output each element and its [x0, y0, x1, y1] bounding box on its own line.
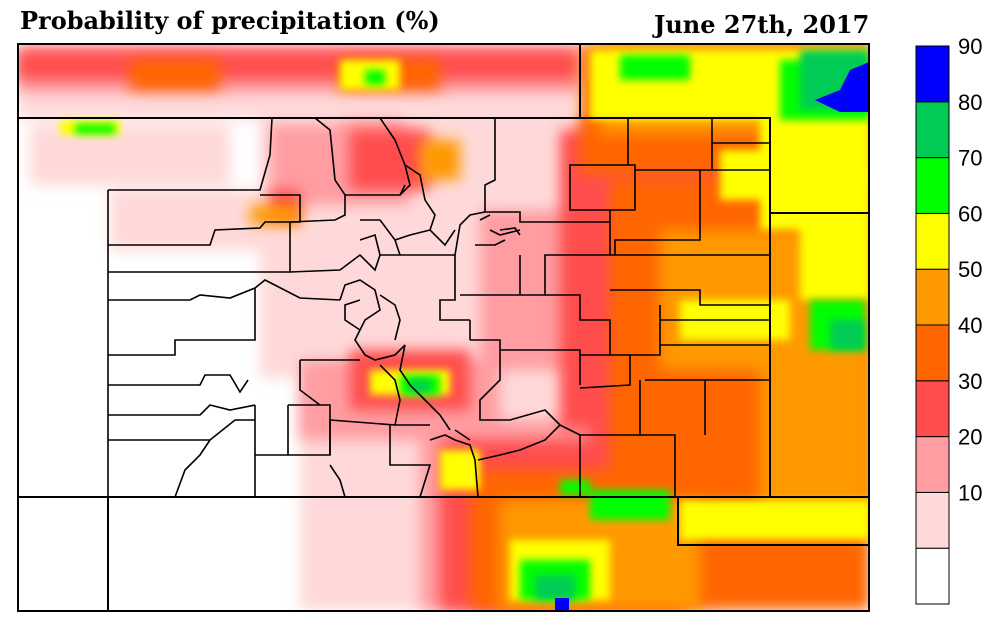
- legend-box-10: [915, 491, 950, 549]
- legend-box-50: [915, 268, 950, 326]
- legend-box-70: [915, 157, 950, 214]
- legend-label-20: 20: [958, 425, 982, 450]
- legend-label-90: 90: [958, 34, 982, 59]
- legend-label-40: 40: [958, 313, 982, 338]
- legend-labels: 10 20 30 40 50 60 70 80 90: [958, 34, 982, 505]
- legend-box-30: [915, 380, 950, 438]
- legend-box-80: [915, 101, 950, 159]
- legend-box-90: [915, 45, 950, 103]
- legend-box-min: [915, 547, 950, 605]
- legend-box-60: [915, 212, 950, 270]
- precipitation-field: [18, 44, 869, 611]
- map-date: June 27th, 2017: [654, 10, 870, 39]
- legend-color-boxes: [915, 45, 950, 605]
- county-boundaries: [107, 117, 771, 498]
- legend-label-10: 10: [958, 480, 982, 505]
- legend-label-80: 80: [958, 90, 982, 115]
- legend-label-30: 30: [958, 369, 982, 394]
- legend-box-20: [915, 436, 950, 493]
- legend-label-60: 60: [958, 201, 982, 226]
- legend-box-40: [915, 324, 950, 382]
- state-boundaries: [17, 43, 870, 612]
- map-title: Probability of precipitation (%): [20, 6, 440, 35]
- legend-label-50: 50: [958, 257, 982, 282]
- legend-label-70: 70: [958, 146, 982, 171]
